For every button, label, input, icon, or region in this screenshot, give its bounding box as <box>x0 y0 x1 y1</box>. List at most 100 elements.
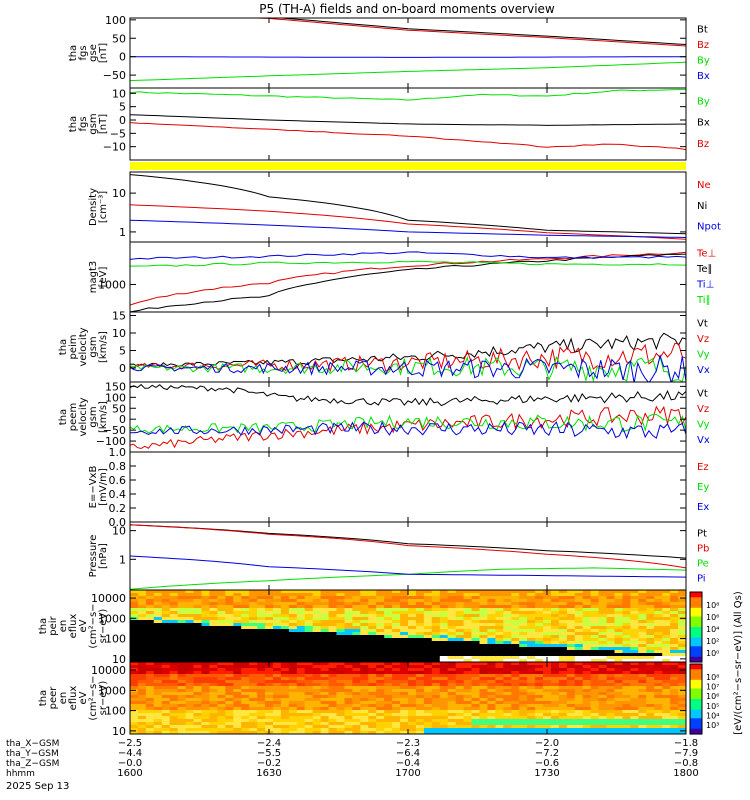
legend-fgs-gse-bx: Bx <box>697 71 710 82</box>
x-axis-value: −5.5 <box>257 748 281 759</box>
colorbar-tick-label: 10⁰ <box>706 649 719 658</box>
panel-frame <box>129 521 687 591</box>
series-density-ni <box>130 174 686 235</box>
series-fgs-gsm-by <box>130 89 686 101</box>
y-tick-label: 10 <box>112 653 126 666</box>
spectrogram-peer-spectrogram <box>130 662 686 734</box>
y-tick-label: 100 <box>105 633 126 646</box>
y-axis-label: tha <box>38 618 49 634</box>
colorbar-tick-label: 10⁴ <box>706 625 719 634</box>
legend-peem-velocity-vz: Vz <box>697 404 709 415</box>
series-temperature-te∥ <box>130 253 686 312</box>
y-tick-label: 10 <box>112 187 126 200</box>
x-axis-value: −0.6 <box>535 758 559 769</box>
y-axis-label: [nT] <box>98 114 109 134</box>
legend-pressure-pt: Pt <box>697 529 707 540</box>
legend-peem-velocity-vy: Vy <box>697 420 710 431</box>
x-axis-value: −2.3 <box>396 738 420 749</box>
series-pressure-pb <box>130 524 686 569</box>
x-axis-value: −6.4 <box>396 748 420 759</box>
x-axis-value: −2.5 <box>118 738 142 749</box>
y-axis-label: gsm <box>88 406 99 427</box>
legend-fgs-gse-bt: Bt <box>697 25 708 36</box>
panel-pressure: 10 1 Pressure [nPa] Pt Pb Pe Pi <box>88 521 709 591</box>
x-axis-value: −0.4 <box>396 758 420 769</box>
x-axis-value: 1600 <box>117 768 142 779</box>
y-axis-label: [km/s] <box>98 331 109 363</box>
legend-peim-velocity-vy: Vy <box>697 350 710 361</box>
y-axis-label: fgs <box>78 45 89 60</box>
y-tick-label: 0.6 <box>109 474 127 487</box>
y-tick-label: 0 <box>119 114 126 127</box>
y-axis-label: velocity <box>78 327 89 366</box>
legend-fgs-gsm-by: By <box>697 96 710 107</box>
y-tick-label: 15 <box>112 310 126 323</box>
y-axis-label: [cm⁻³] <box>98 191 109 223</box>
y-axis-label: gse <box>88 44 99 62</box>
series-peim-velocity-vy <box>130 355 686 382</box>
y-axis-label: Pressure <box>88 535 99 578</box>
panel-frame <box>129 381 687 453</box>
x-axis-value: −0.0 <box>118 758 142 769</box>
x-axis-annotations: tha_X−GSM −2.5 −2.4 −2.3 −2.0 −1.8 tha_Y−GSM −4… <box>6 18 699 792</box>
colorbar-tick-label: 10⁶ <box>706 613 719 622</box>
y-tick-label: 100 <box>105 14 126 27</box>
y-tick-label: 100 <box>105 391 126 404</box>
y-tick-label: 100 <box>105 705 126 718</box>
legend-peem-velocity-vt: Vt <box>697 389 708 400</box>
legend-peem-velocity-vx: Vx <box>697 435 710 446</box>
legend-efield-ez: Ez <box>697 462 709 473</box>
legend-peim-velocity-vx: Vx <box>697 365 710 376</box>
colorbar-label: [eV/(cm²−s−sr−eV)] (All Qs) <box>733 591 744 735</box>
series-fgs-gse-bx <box>130 56 686 58</box>
y-axis-label: eV <box>78 691 89 704</box>
status-strip <box>130 162 686 170</box>
series-temperature-ti∥ <box>130 260 686 267</box>
panel-peer-spectrogram: 10000 1000 100 10 tha peer en eflux eV (cm²−s− sr−… <box>38 661 687 738</box>
figure-title: P5 (TH-A) fields and on-board moments ov… <box>259 2 555 16</box>
y-tick-label: 0.2 <box>109 502 127 515</box>
spectrogram-peir-spectrogram <box>130 590 686 662</box>
y-axis-label: [nT] <box>98 43 109 63</box>
series-peem-velocity-vx <box>130 420 686 440</box>
y-axis-label: [mV/m] <box>98 468 109 506</box>
y-axis-label: eflux <box>68 614 79 639</box>
y-axis-label: [nPa] <box>98 543 109 569</box>
panel-peim-velocity: 15 10 5 0 tha peim velocity gsm [km/s] Vt Vz Vy Vx <box>58 310 710 383</box>
y-tick-label: 0.8 <box>109 460 127 473</box>
legend-fgs-gse-by: By <box>697 56 710 67</box>
y-tick-label: 0.4 <box>109 488 127 501</box>
x-axis-value: −7.2 <box>535 748 559 759</box>
y-axis-label: tha <box>68 116 79 132</box>
y-axis-label: eflux <box>68 686 79 711</box>
y-tick-label: 1000 <box>98 684 126 697</box>
legend-peim-velocity-vz: Vz <box>697 334 709 345</box>
y-tick-label: 10 <box>112 525 126 538</box>
x-axis-row-label: tha_Z−GSM <box>6 759 59 769</box>
y-axis-label: eV <box>78 619 89 632</box>
y-axis-label: tha <box>38 690 49 706</box>
legend-peim-velocity-vt: Vt <box>697 319 708 330</box>
x-axis-value: 1730 <box>534 768 559 779</box>
legend-density-ne: Ne <box>697 180 711 191</box>
series-density-ne <box>130 204 686 240</box>
colorbar-frame <box>689 663 703 735</box>
y-tick-label: 10 <box>112 327 126 340</box>
y-tick-label: 50 <box>112 32 126 45</box>
y-axis-label: gsm <box>88 113 99 134</box>
y-tick-label: 0.0 <box>109 516 127 529</box>
x-axis-value: 1800 <box>673 768 698 779</box>
x-axis-row-label: hhmm <box>6 769 35 779</box>
legend-temperature-ti⊥: Ti⊥ <box>696 280 714 291</box>
y-axis-label: tha <box>58 339 69 355</box>
legend-efield-ex: Ex <box>697 502 709 513</box>
panel-efield: 1.00.80.60.40.20.0 E=−VxB [mV/m] <box>88 446 687 529</box>
y-axis-label: tha <box>68 45 79 61</box>
legend-temperature-te∥: Te∥ <box>696 264 713 275</box>
legend-temperature-te⊥: Te⊥ <box>696 249 716 260</box>
y-tick-label: −100 <box>96 435 126 448</box>
y-tick-label: 0 <box>119 362 126 375</box>
